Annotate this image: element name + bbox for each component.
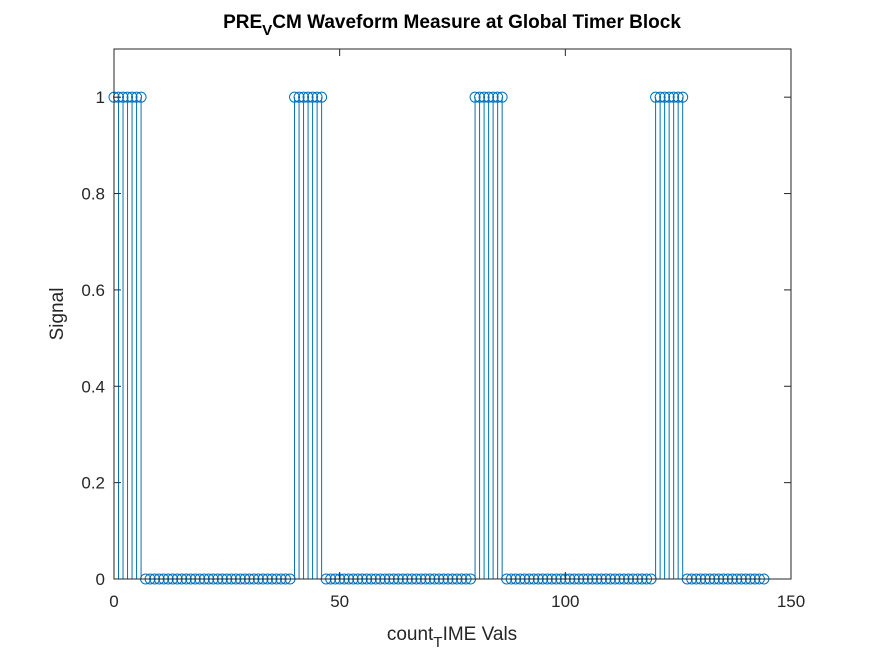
y-tick-label: 0.4: [81, 377, 105, 396]
y-tick-label: 0: [96, 570, 105, 589]
y-axis-label: Signal: [47, 288, 68, 341]
stem-marker: [483, 91, 495, 103]
stem-marker: [496, 91, 508, 103]
x-tick-label: 150: [777, 592, 805, 611]
stem-marker: [131, 91, 143, 103]
stem-marker: [677, 91, 689, 103]
stem-marker: [316, 91, 328, 103]
y-tick-label: 0.8: [81, 185, 105, 204]
stem-marker: [293, 91, 305, 103]
stem-marker: [487, 91, 499, 103]
stem-marker: [668, 91, 680, 103]
stem-marker: [654, 91, 666, 103]
stem-marker: [302, 91, 314, 103]
x-tick-label: 0: [109, 592, 118, 611]
plot-background: [114, 49, 791, 579]
stem-marker: [663, 91, 675, 103]
stem-marker: [307, 91, 319, 103]
stem-marker: [650, 91, 662, 103]
stem-marker: [659, 91, 671, 103]
stem-marker: [311, 91, 323, 103]
y-tick-label: 1: [96, 88, 105, 107]
stem-marker: [135, 91, 147, 103]
x-tick-label: 100: [551, 592, 579, 611]
y-axis-ticks: 0 0.2 0.4 0.6 0.8 1: [81, 88, 791, 589]
stem-marker: [492, 91, 504, 103]
x-axis-ticks: 0 50 100 150: [109, 49, 805, 611]
stem-marker: [298, 91, 310, 103]
y-tick-label: 0.6: [81, 281, 105, 300]
stem-marker: [126, 91, 138, 103]
x-axis-label: countTIME Vals: [387, 624, 517, 651]
stem-marker: [289, 91, 301, 103]
stem-marker: [122, 91, 134, 103]
plot-box: [113, 48, 792, 580]
stem-marker: [469, 91, 481, 103]
stem-marker: [478, 91, 490, 103]
stem-marker: [474, 91, 486, 103]
x-tick-label: 50: [330, 592, 349, 611]
chart-title: PREVCM Waveform Measure at Global Timer …: [223, 12, 681, 39]
stem-lines: [113, 97, 684, 579]
stem-marker: [672, 91, 684, 103]
y-tick-label: 0.2: [81, 474, 105, 493]
